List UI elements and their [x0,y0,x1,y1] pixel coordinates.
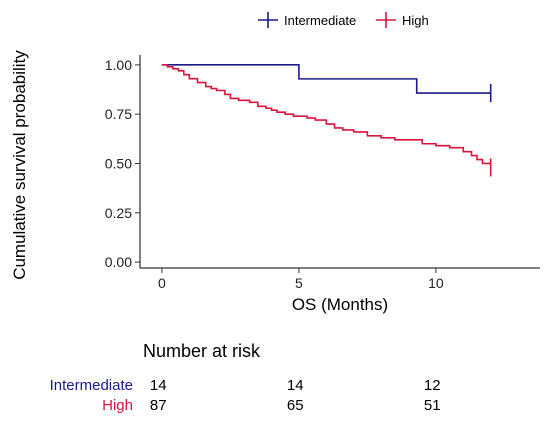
legend: Intermediate High [258,12,429,28]
risk-table-title: Number at risk [143,341,261,361]
risk-count-high: 51 [424,397,441,414]
legend-label-high: High [402,13,429,28]
plot-axes: 0.00 0.25 0.50 0.75 1.00 0 5 10 [105,55,540,291]
y-tick-label: 1.00 [105,57,132,73]
legend-label-intermediate: Intermediate [284,13,356,28]
risk-count-high: 65 [287,397,304,414]
series-line-high [161,64,492,168]
plot-series [161,64,492,177]
risk-count-high: 87 [150,397,167,414]
risk-row-label-high: High [102,397,133,414]
y-axis-title: Cumulative survival probability [10,50,29,280]
risk-count-intermediate: 14 [150,377,167,394]
x-tick-label: 0 [158,275,166,291]
y-tick-label: 0.00 [105,254,132,270]
risk-count-intermediate: 12 [424,377,441,394]
y-tick-label: 0.25 [105,205,132,221]
risk-table: Number at risk Intermediate 14 14 12 High 87 65… [50,341,441,414]
x-tick-label: 10 [428,275,444,291]
risk-count-intermediate: 14 [287,377,304,394]
y-tick-label: 0.75 [105,106,132,122]
y-tick-label: 0.50 [105,155,132,171]
risk-row-label-intermediate: Intermediate [50,377,133,394]
series-line-intermediate [161,64,491,94]
x-axis-title: OS (Months) [292,295,388,314]
x-tick-label: 5 [295,275,303,291]
